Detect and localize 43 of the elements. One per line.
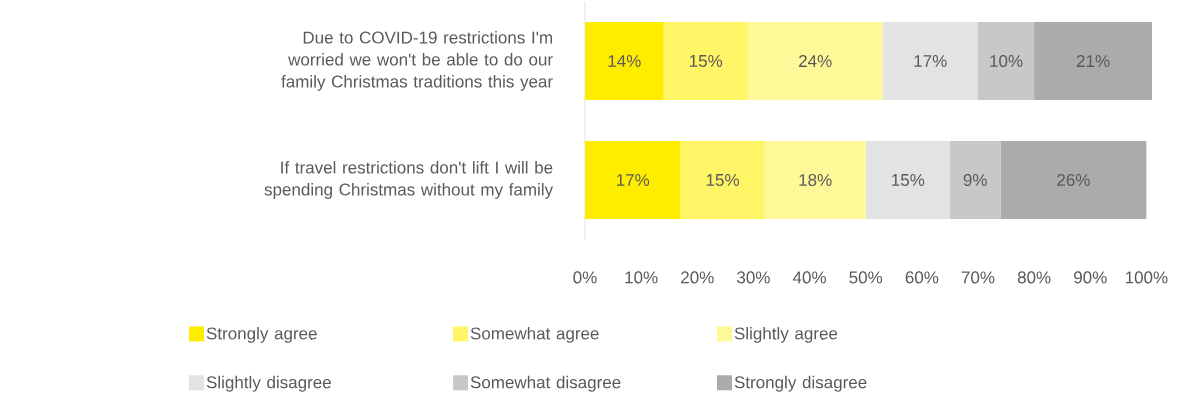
x-tick-label: 40% [792,271,826,284]
y-tick-label: If travel restrictions don't lift I will be spending Christmas without my family [264,161,554,199]
bar [680,141,765,219]
legend-label: Strongly disagree [734,375,867,392]
data-label: 17% [914,55,947,67]
data-label: 26% [1057,173,1090,187]
bar [1000,141,1147,219]
x-tick-label: 50% [849,271,883,284]
bar [663,22,748,100]
x-tick-label: 60% [905,271,939,284]
bar [764,141,866,219]
legend-label: Slightly agree [734,327,838,343]
bar [977,22,1035,100]
x-tick-label: 30% [737,271,770,284]
bar [1034,22,1153,100]
data-label: 10% [990,54,1023,68]
data-label: 14% [608,55,641,67]
data-label: 17% [617,174,650,186]
data-label: 9% [963,173,987,187]
bar [585,22,664,100]
x-tick-label: 90% [1074,271,1107,284]
data-label: 15% [706,174,739,186]
y-tick-label: Due to COVID-19 restrictions I'm worried we won't be able to do our family Christmas traditions this year [281,31,553,91]
data-label: 15% [689,55,723,67]
data-label: 15% [892,174,925,186]
bar [747,22,883,100]
data-label: 21% [1076,55,1110,67]
legend-label: Somewhat agree [470,327,599,343]
bar [585,141,681,219]
legend-label: Slightly disagree [206,375,331,392]
x-tick-label: 0% [573,271,597,284]
x-tick-label: 70% [961,271,995,284]
bar [882,22,978,100]
x-tick-label: 10% [625,271,658,284]
data-label: 24% [799,55,832,67]
x-tick-label: 100% [1125,271,1168,284]
data-label: 18% [799,173,832,187]
x-tick-label: 20% [681,271,714,284]
bar [865,141,950,219]
legend-label: Strongly agree [206,327,317,343]
legend-label: Somewhat disagree [470,375,621,392]
x-tick-label: 80% [1017,271,1051,284]
bar [949,141,1001,219]
